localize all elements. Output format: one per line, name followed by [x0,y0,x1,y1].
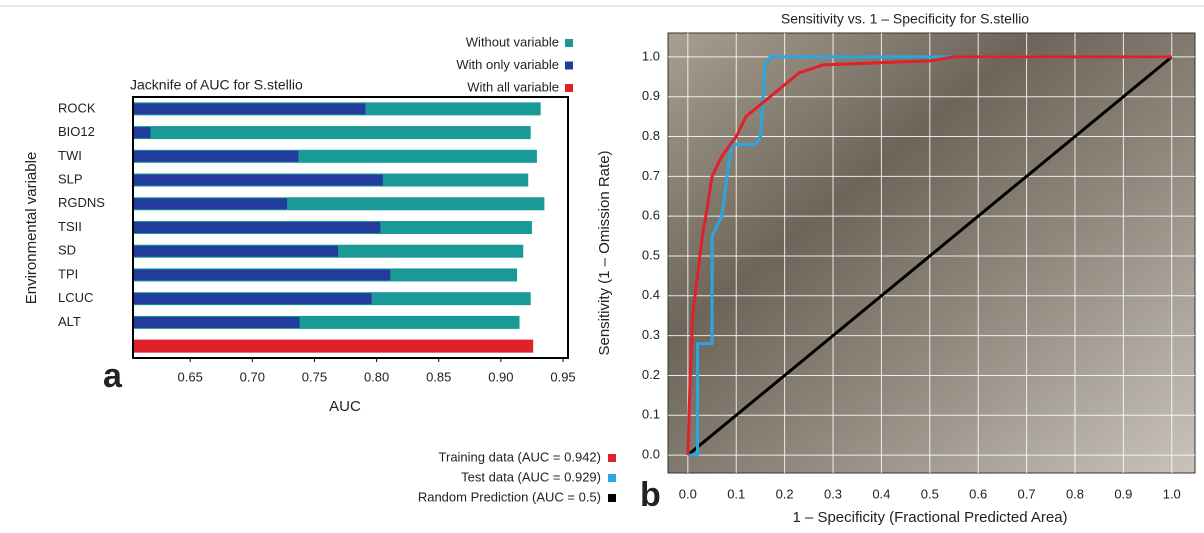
x-tick-label: 0.75 [302,369,327,384]
x-tick-label: 0.2 [776,486,794,501]
chart-title: Sensitivity vs. 1 – Specificity for S.st… [781,11,1029,27]
x-tick-label: 1.0 [1163,486,1181,501]
y-tick-label: RGDNS [58,195,105,210]
legend-swatch [608,474,616,482]
bar [134,269,391,281]
x-tick-label: 0.1 [727,486,745,501]
legend-swatch [608,454,616,462]
legend-swatch [608,494,616,502]
y-tick-label: TWI [58,148,82,163]
panel-letter: a [103,357,123,395]
y-tick-label: 0.8 [642,128,660,143]
x-axis-label: AUC [329,398,361,415]
x-tick-label: 0.70 [240,369,265,384]
bar [134,316,300,328]
y-tick-label: 0.2 [642,367,660,382]
bar [134,339,534,353]
roc-line [687,55,1172,457]
roc-line [686,55,1173,457]
x-tick-label: 0.5 [921,486,939,501]
y-tick-label: SLP [58,171,83,186]
legend-label: With all variable [467,79,559,94]
y-tick-label: 0.9 [642,88,660,103]
y-tick-label: 0.6 [642,208,660,223]
x-tick-label: 0.95 [550,369,575,384]
legend-swatch [565,39,573,47]
bar [134,150,299,162]
y-axis-label: Sensitivity (1 – Omission Rate) [596,150,613,355]
bar [134,126,531,140]
chart-title: Jacknife of AUC for S.stellio [130,77,303,93]
y-tick-label: TSII [58,219,82,234]
legend-label: Random Prediction (AUC = 0.5) [418,489,601,504]
y-tick-label: 0.0 [642,447,660,462]
y-tick-label: BIO12 [58,124,95,139]
x-tick-label: 0.85 [426,369,451,384]
legend-label: With only variable [456,57,559,72]
y-tick-label: 0.4 [642,287,660,302]
x-tick-label: 0.7 [1018,486,1036,501]
x-tick-label: 0.4 [872,486,890,501]
y-axis-label: Environmental variable [23,152,40,305]
legend-swatch [565,61,573,70]
y-tick-label: 0.5 [642,247,660,262]
y-tick-label: 1.0 [642,48,660,63]
y-tick-label: 0.7 [642,168,660,183]
bar [134,103,366,115]
bar [134,127,151,139]
x-tick-label: 0.3 [824,486,842,501]
legend-label: Without variable [466,34,559,49]
legend-label: Test data (AUC = 0.929) [461,469,601,484]
legend-label: Training data (AUC = 0.942) [439,449,601,464]
y-tick-label: 0.1 [642,407,660,422]
bar [134,245,339,257]
x-tick-label: 0.9 [1114,486,1132,501]
roc-line [686,55,1172,456]
y-tick-label: TPI [58,266,78,281]
bar [134,222,381,233]
y-tick-label: ROCK [58,100,96,115]
bar [134,293,372,305]
legend-swatch [565,84,573,92]
x-tick-label: 0.6 [969,486,987,501]
x-axis-label: 1 – Specificity (Fractional Predicted Ar… [792,509,1067,526]
y-tick-label: LCUC [58,290,93,305]
bar [134,198,288,210]
y-tick-label: SD [58,243,76,258]
x-tick-label: 0.65 [178,369,203,384]
x-tick-label: 0.90 [488,369,513,384]
x-tick-label: 0.8 [1066,486,1084,501]
y-tick-label: 0.3 [642,327,660,342]
bar [134,174,383,186]
y-tick-label: ALT [58,314,81,329]
x-tick-label: 0.80 [364,369,389,384]
x-tick-label: 0.0 [679,486,697,501]
panel-letter: b [640,476,661,514]
